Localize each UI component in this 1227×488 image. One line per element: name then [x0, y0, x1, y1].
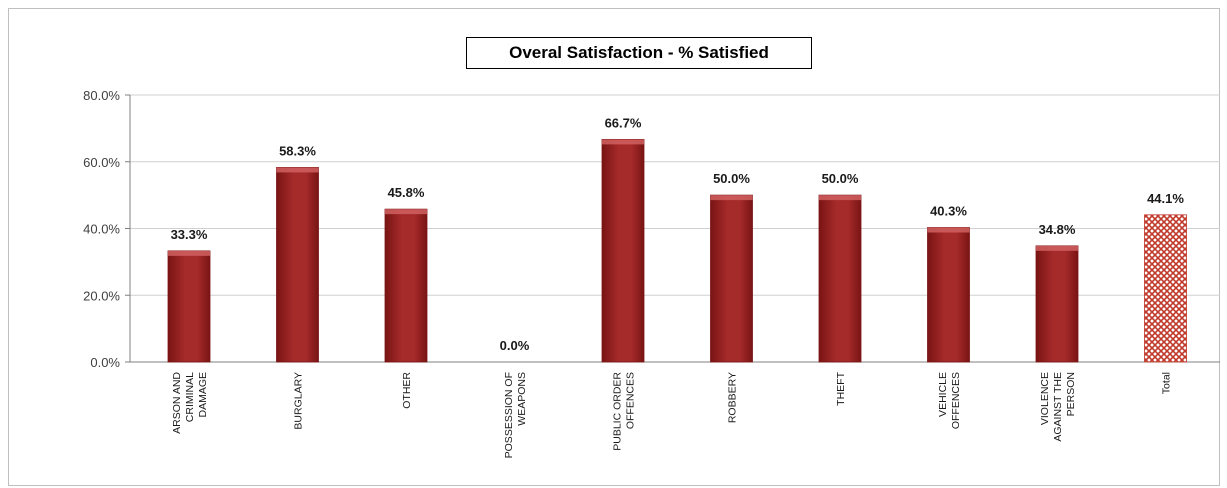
x-tick-label-line: OTHER — [401, 372, 413, 409]
bar — [276, 167, 319, 363]
bar — [601, 138, 645, 363]
bar-top-highlight — [385, 209, 427, 215]
bar-top-highlight — [168, 250, 210, 256]
data-label: 50.0% — [822, 171, 859, 186]
x-tick-label: POSSESSION OF WEAPONS — [503, 372, 528, 458]
bar — [710, 194, 753, 363]
x-tick-label-line: ARSON AND — [171, 372, 183, 434]
x-tick-label: BURGLARY — [293, 372, 305, 430]
y-tick-label: 40.0% — [83, 222, 120, 237]
bar-top-highlight — [927, 227, 970, 233]
x-tick-label-line: AGAINST THE — [1052, 372, 1064, 442]
x-tick-label: OTHER — [401, 372, 413, 409]
y-tick-label: 0.0% — [90, 355, 120, 370]
x-tick-label-line: VIOLENCE — [1039, 372, 1051, 425]
x-tick-label-line: BURGLARY — [293, 372, 305, 430]
bar-top-highlight — [819, 195, 861, 201]
bar — [927, 227, 970, 363]
x-tick-label-line: Total — [1161, 372, 1173, 394]
x-tick-label: ARSON AND CRIMINAL DAMAGE — [171, 372, 209, 434]
x-tick-label-line: VEHICLE — [937, 372, 949, 417]
data-label: 58.3% — [279, 143, 316, 158]
data-label: 45.8% — [388, 185, 425, 200]
bar — [1035, 245, 1079, 363]
data-label: 44.1% — [1147, 191, 1184, 206]
x-tick-label-line: THEFT — [835, 371, 847, 405]
data-label: 50.0% — [713, 171, 750, 186]
x-tick-label-line: DAMAGE — [197, 372, 209, 418]
chart-title-box: Overal Satisfaction - % Satisfied — [466, 37, 812, 69]
bar — [167, 250, 211, 363]
x-tick-label-line: PUBLIC ORDER — [612, 372, 624, 451]
bar — [384, 208, 428, 363]
x-tick-label: Total — [1161, 372, 1173, 394]
data-label: 0.0% — [500, 338, 530, 353]
x-tick-label: THEFT — [835, 371, 847, 405]
x-tick-label-line: PERSON — [1065, 372, 1077, 416]
x-tick-label: VEHICLE OFFENCES — [937, 372, 962, 429]
x-tick-label: ROBBERY — [727, 372, 739, 423]
x-tick-label-line: POSSESSION OF — [503, 372, 515, 458]
bar-top-highlight — [1036, 245, 1078, 251]
bar-top-highlight — [276, 167, 319, 173]
data-label: 34.8% — [1039, 222, 1076, 237]
y-tick-label: 20.0% — [83, 288, 120, 303]
x-tick-label-line: OFFENCES — [625, 372, 637, 429]
x-tick-label-line: OFFENCES — [950, 372, 962, 429]
x-tick-label-line: CRIMINAL — [184, 372, 196, 422]
bar — [1144, 214, 1187, 363]
data-label: 40.3% — [930, 203, 967, 218]
bar-top-highlight — [710, 195, 753, 201]
x-tick-label: PUBLIC ORDER OFFENCES — [612, 372, 637, 451]
x-tick-label: VIOLENCE AGAINST THE PERSON — [1039, 372, 1077, 442]
chart-title: Overal Satisfaction - % Satisfied — [509, 43, 769, 62]
y-tick-label: 60.0% — [83, 155, 120, 170]
x-tick-label-line: ROBBERY — [727, 372, 739, 423]
x-tick-label-line: WEAPONS — [516, 372, 528, 426]
data-label: 66.7% — [605, 115, 642, 130]
bar — [818, 194, 862, 363]
chart-frame: Overal Satisfaction - % Satisfied — [8, 8, 1220, 486]
y-tick-label: 80.0% — [83, 88, 120, 103]
bar-top-highlight — [602, 139, 644, 145]
data-label: 33.3% — [171, 227, 208, 242]
